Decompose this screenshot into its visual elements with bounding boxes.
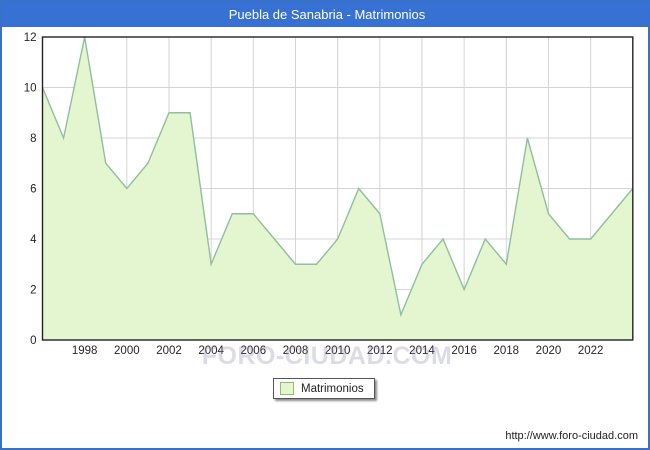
svg-text:10: 10: [24, 83, 37, 95]
svg-text:4: 4: [30, 234, 37, 246]
svg-text:6: 6: [30, 184, 36, 196]
svg-text:8: 8: [30, 133, 36, 145]
svg-text:2: 2: [30, 285, 36, 297]
svg-text:12: 12: [24, 32, 37, 44]
